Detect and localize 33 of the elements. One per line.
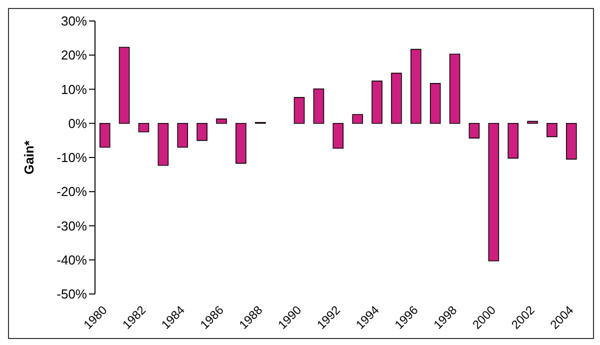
bar — [566, 122, 577, 160]
y-tick-label: 30% — [60, 14, 88, 29]
bar — [177, 122, 188, 148]
y-tick-label: -20% — [56, 184, 88, 200]
bar — [352, 114, 363, 124]
bar — [216, 118, 227, 124]
bar — [118, 46, 130, 124]
y-tick-label: -30% — [56, 218, 88, 234]
y-tick-label: -10% — [56, 150, 88, 166]
bar — [391, 72, 402, 124]
bar — [468, 122, 480, 138]
bar — [430, 83, 441, 124]
bar — [508, 122, 518, 159]
y-tick-label: -50% — [56, 286, 88, 302]
bar — [99, 122, 110, 148]
bar — [158, 122, 169, 166]
bar — [410, 48, 422, 124]
bar — [236, 122, 246, 164]
bar — [313, 88, 324, 124]
bar — [332, 122, 344, 149]
y-tick-label: 20% — [60, 48, 88, 63]
bar — [372, 80, 382, 124]
bar — [196, 122, 208, 141]
y-tick-label: 10% — [60, 82, 88, 97]
bar — [294, 97, 305, 124]
y-tick-label: -40% — [56, 252, 88, 268]
bar — [449, 54, 460, 124]
bar — [138, 122, 150, 132]
bar — [546, 122, 558, 138]
bar — [527, 120, 538, 124]
y-axis-title: Gain* — [22, 140, 37, 174]
y-tick-label: 0% — [68, 116, 88, 131]
bar — [488, 122, 500, 262]
